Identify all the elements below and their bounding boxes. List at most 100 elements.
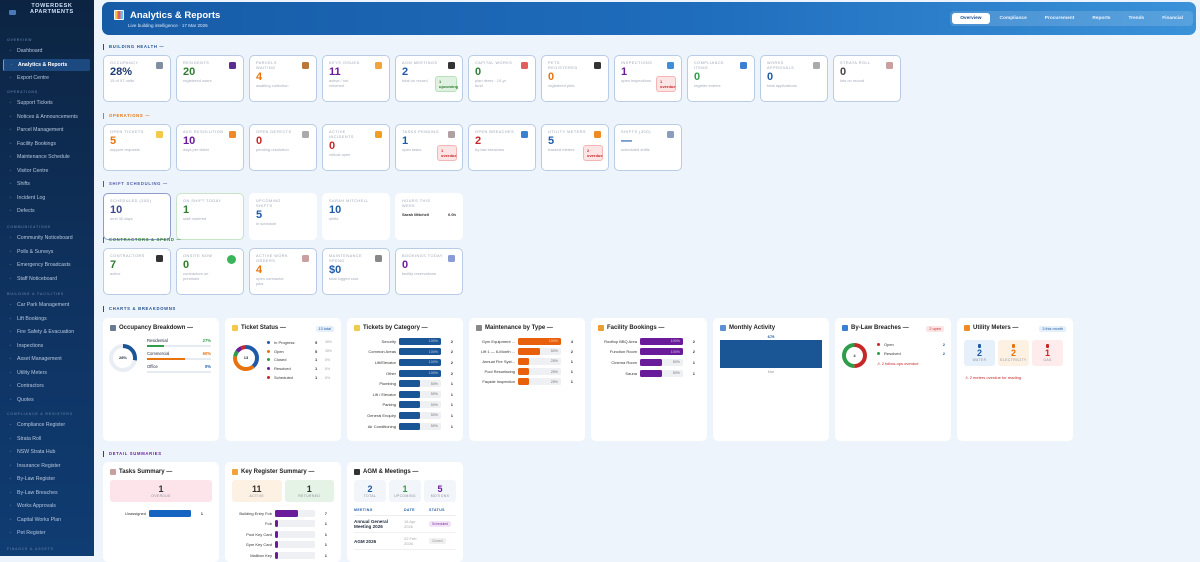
sidebar-item-maintenance-schedule[interactable]: ◦ Maintenance Schedule (3, 151, 90, 163)
kpi-card-maintenance-spend[interactable]: Maintenance Spend $0 total logged cost (322, 248, 390, 295)
sidebar-item-incident-log[interactable]: ◦ Incident Log (3, 192, 90, 204)
sidebar-item-inspections[interactable]: ◦ Inspections (3, 340, 90, 352)
kpi-card-utility-meters[interactable]: Utility Meters 5 tracked meters 2 overdue (541, 124, 609, 171)
sidebar-item-car-park-management[interactable]: ◦ Car Park Management (3, 299, 90, 311)
sidebar-item-compliance-register[interactable]: ◦ Compliance Register (3, 419, 90, 431)
bar-row: Plumbing 50% 1 (353, 378, 453, 389)
kpi-card-bookings-today[interactable]: Bookings Today 0 facility reservations (395, 248, 463, 295)
sidebar-item-nsw-strata-hub[interactable]: ◦ NSW Strata Hub (3, 446, 90, 458)
kpi-subtext: total applications (767, 83, 797, 88)
tab-trends[interactable]: Trends (1128, 16, 1145, 21)
sidebar-item-contractors[interactable]: ◦ Contractors (3, 380, 90, 392)
kpi-card-tasks-pending[interactable]: Tasks Pending 1 open tasks 1 overdue (395, 124, 463, 171)
sidebar-item-staff-noticeboard[interactable]: ◦ Staff Noticeboard (3, 273, 90, 285)
kpi-card-active-incidents[interactable]: Active Incidents 0 critical open (322, 124, 390, 171)
bar-label: Annual Fire Syst... (482, 358, 515, 364)
kpi-card-agm-meetings[interactable]: AGM Meetings 2 total on record 1 upcoming (395, 55, 463, 102)
kpi-card-residents[interactable]: Residents 20 registered users (176, 55, 244, 102)
tab-reports[interactable]: Reports (1092, 16, 1111, 21)
legend-item: Open 5 38% (267, 347, 335, 356)
kpi-card-works-approvals[interactable]: Works Approvals 0 total applications (760, 55, 828, 102)
bar-count: 1 (570, 379, 573, 385)
chart-title: Tickets by Category — (354, 325, 456, 331)
kpi-card-avg-resolution[interactable]: Avg Resolution 10 days per ticket (176, 124, 244, 171)
sidebar-item-visitor-centre[interactable]: ◦ Visitor Centre (3, 165, 90, 177)
sidebar-item-notices-announcements[interactable]: ◦ Notices & Announcements (3, 111, 90, 123)
sidebar-item-emergency-broadcasts[interactable]: ◦ Emergency Broadcasts (3, 259, 90, 271)
sidebar-item-dashboard[interactable]: ◦ Dashboard (3, 45, 90, 57)
sidebar-item-shifts[interactable]: ◦ Shifts (3, 178, 90, 190)
kpi-card-active-work-orders[interactable]: Active Work Orders 4 open contractor jobs (249, 248, 317, 295)
kpi-card-parcels-waiting[interactable]: Parcels Waiting 4 awaiting collection (249, 55, 317, 102)
section-label: CHARTS & BREAKDOWNS (103, 306, 176, 312)
sidebar-item-support-tickets[interactable]: ◦ Support Tickets (3, 97, 90, 109)
bar-count: 1 (450, 412, 453, 418)
kpi-value: — (621, 135, 632, 147)
kpi-card-shifts-30d-[interactable]: Shifts (30d) — scheduled shifts (614, 124, 682, 171)
kpi-card-sarah-mitchell[interactable]: Sarah Mitchell 10 shifts (322, 193, 390, 240)
sidebar-item-fire-safety-evacuation[interactable]: ◦ Fire Safety & Evacuation (3, 326, 90, 338)
sidebar-item-insurance-register[interactable]: ◦ Insurance Register (3, 460, 90, 472)
donut-chart (109, 344, 137, 372)
kpi-card-upcoming-shifts[interactable]: Upcoming Shifts 5 in schedule (249, 193, 317, 240)
sidebar-item-polls-surveys[interactable]: ◦ Polls & Surveys (3, 246, 90, 258)
sidebar-item-by-law-register[interactable]: ◦ By-Law Register (3, 473, 90, 485)
kpi-card-scheduled-30d-[interactable]: Scheduled (30d) 10 next 30 days (103, 193, 171, 240)
kpi-card-pets-registered[interactable]: Pets Registered 0 registered pets (541, 55, 609, 102)
sidebar-item-utility-meters[interactable]: ◦ Utility Meters (3, 367, 90, 379)
kpi-card-contractors[interactable]: Contractors 7 active (103, 248, 171, 295)
sidebar-item-community-noticeboard[interactable]: ◦ Community Noticeboard (3, 232, 90, 244)
sidebar-item-parcel-management[interactable]: ◦ Parcel Management (3, 124, 90, 136)
bar-track: 50% (640, 369, 683, 377)
sidebar-item-works-approvals[interactable]: ◦ Works Approvals (3, 500, 90, 512)
sidebar-item-defects[interactable]: ◦ Defects (3, 205, 90, 217)
donut-segment (233, 345, 259, 371)
sidebar-item-asset-management[interactable]: ◦ Asset Management (3, 353, 90, 365)
page-header: Analytics & Reports Live building intell… (102, 2, 1196, 35)
sidebar-item-analytics-reports[interactable]: ◦ Analytics & Reports (3, 58, 90, 71)
kpi-card-compliance-items[interactable]: Compliance Items 0 register entries (687, 55, 755, 102)
bar-fill (518, 368, 529, 376)
sidebar-item-by-law-breaches[interactable]: ◦ By-Law Breaches (3, 487, 90, 499)
kpi-card-hours-this-week[interactable]: Hours This Week Sarah Mitchell 0.0h (395, 193, 463, 240)
sidebar-item-facility-bookings[interactable]: ◦ Facility Bookings (3, 138, 90, 150)
agm-row[interactable]: AGM 2026 22 Feb 2026 Closed (354, 533, 456, 550)
tab-compliance[interactable]: Compliance (999, 16, 1027, 21)
utility-type: GAS (1043, 358, 1052, 362)
kpi-card-inspections[interactable]: Inspections 1 open inspections 1 overdue (614, 55, 682, 102)
sidebar-item-export-centre[interactable]: ◦ Export Centre (3, 72, 90, 84)
bar-fill (275, 541, 279, 549)
bar-track (275, 530, 315, 538)
sidebar-item-lift-bookings[interactable]: ◦ Lift Bookings (3, 313, 90, 325)
active-label: ACTIVE (249, 494, 265, 498)
kpi-card-capital-works[interactable]: Capital Works 0 plan items · 10-yr fund (468, 55, 536, 102)
kpi-card-open-breaches[interactable]: Open Breaches 2 by-law breaches (468, 124, 536, 171)
hours-row: Sarah Mitchell 0.0h (402, 212, 456, 217)
kpi-card-on-shift-today[interactable]: On Shift Today 1 staff rostered (176, 193, 244, 240)
bar-fill (399, 401, 420, 409)
kpi-card-strata-roll[interactable]: Strata Roll 0 lots on record (833, 55, 901, 102)
tab-procurement[interactable]: Procurement (1044, 16, 1075, 21)
sidebar-item-strata-roll[interactable]: ◦ Strata Roll (3, 433, 90, 445)
kpi-card-open-defects[interactable]: Open Defects 0 pending resolution (249, 124, 317, 171)
sidebar-item-label: Dashboard (17, 48, 43, 54)
kpi-card-open-tickets[interactable]: Open Tickets 5 support requests (103, 124, 171, 171)
shield-icon (740, 62, 747, 69)
tab-financial[interactable]: Financial (1162, 16, 1183, 21)
sidebar-item-label: Compliance Register (17, 422, 66, 428)
sidebar-item-capital-works-plan[interactable]: ◦ Capital Works Plan (3, 514, 90, 526)
kpi-card-keys-issued[interactable]: Keys Issued 11 active / not returned (322, 55, 390, 102)
tab-overview[interactable]: Overview (952, 13, 990, 24)
kpi-card-onsite-now[interactable]: Onsite Now 0 contractors on premises (176, 248, 244, 295)
shield-icon (521, 131, 528, 138)
sidebar-item-pet-register[interactable]: ◦ Pet Register (3, 527, 90, 539)
kpi-value: 0 (840, 66, 847, 78)
legend-label: Open (274, 348, 284, 354)
agm-row[interactable]: Annual General Meeting 2026 18 Apr 2026 Sc… (354, 516, 456, 533)
sidebar-item-label: Quotes (17, 396, 34, 403)
bar-percent: 50% (430, 413, 438, 418)
kpi-value: 10 (183, 135, 196, 147)
kpi-card-occupancy[interactable]: Occupancy 28% 15 of 57 units (103, 55, 171, 102)
bar-fill (275, 520, 279, 528)
sidebar-item-quotes[interactable]: ◦ Quotes (3, 394, 90, 406)
